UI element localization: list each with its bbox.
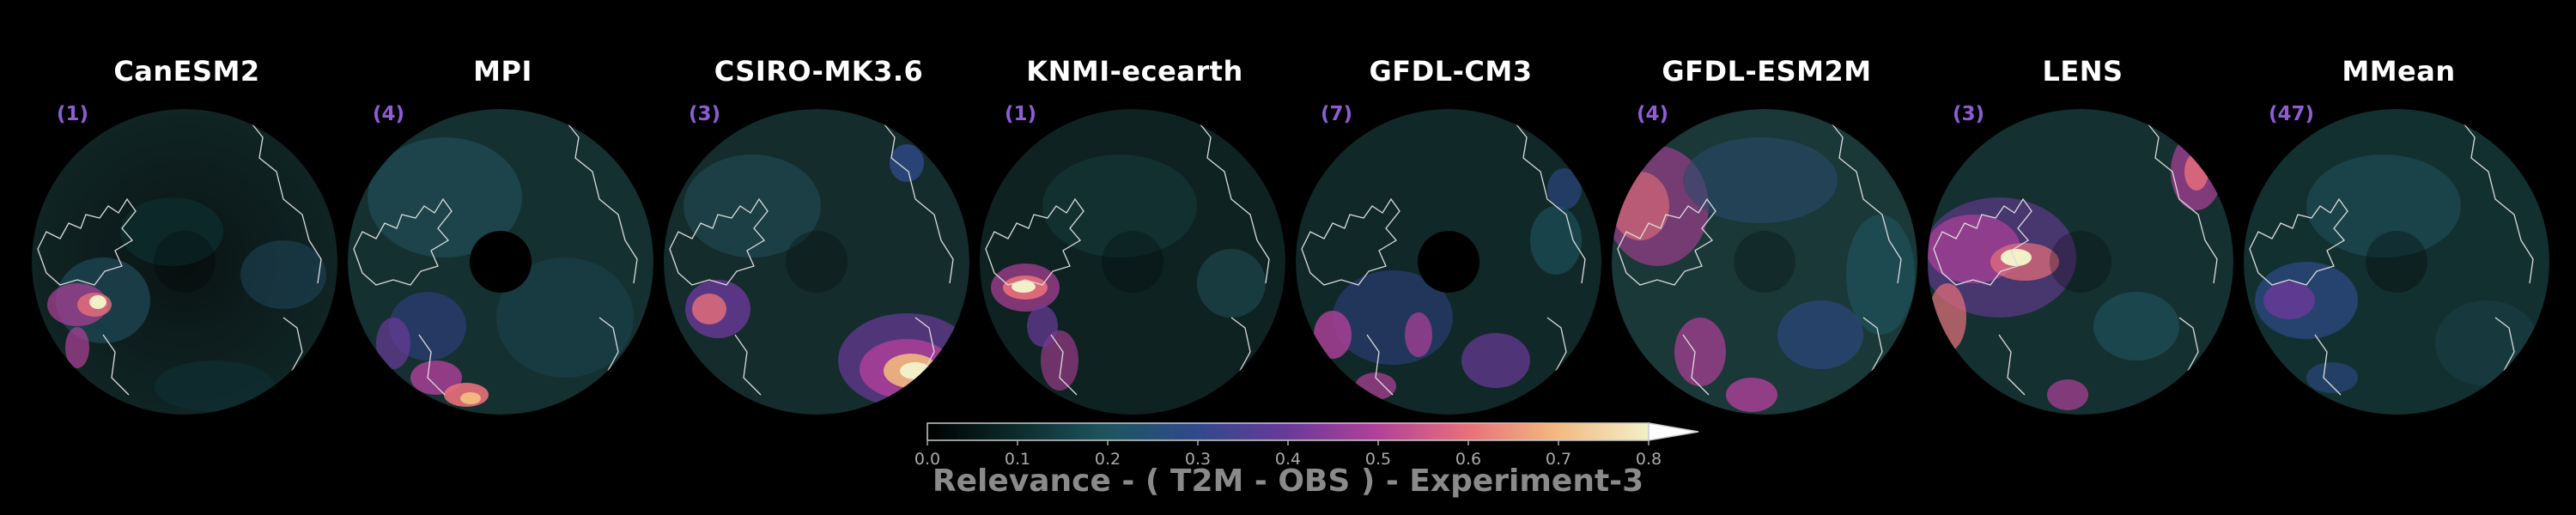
- panel-canesm2: CanESM2 (1): [26, 0, 348, 421]
- panel-lens: LENS (3): [1922, 0, 2244, 421]
- polar-map: [980, 109, 1285, 415]
- panel-title: KNMI-ecearth: [1026, 55, 1243, 88]
- colorbar-tick-label: 0.6: [1455, 450, 1481, 469]
- colorbar-tick-label: 0.2: [1095, 450, 1121, 469]
- panel-title: LENS: [2042, 55, 2123, 88]
- colorbar-gradient: [927, 422, 1649, 441]
- polar-map: [1612, 109, 1917, 415]
- panel-gfdl-cm3: GFDL-CM3 (7): [1290, 0, 1612, 421]
- colorbar-extend-arrow: [1648, 422, 1699, 441]
- colorbar-tick-label: 0.1: [1005, 450, 1030, 469]
- colorbar-tick-label: 0.4: [1275, 450, 1301, 469]
- panel-count: (1): [57, 103, 89, 125]
- panel-title: CanESM2: [113, 55, 260, 88]
- polar-map: [1928, 109, 2233, 415]
- polar-map: [2244, 109, 2549, 415]
- panel-title: GFDL-CM3: [1369, 55, 1533, 88]
- panel-count: (4): [1637, 103, 1669, 125]
- panel-gfdl-esm2m: GFDL-ESM2M (4): [1606, 0, 1928, 421]
- panel-title: CSIRO-MK3.6: [714, 55, 924, 88]
- colorbar-tick-label: 0.3: [1185, 450, 1211, 469]
- panel-count: (47): [2269, 103, 2315, 125]
- panel-count: (7): [1321, 103, 1353, 125]
- panel-mmean: MMean (47): [2238, 0, 2560, 421]
- panel-count: (3): [1953, 103, 1985, 125]
- colorbar-tick-label: 0.7: [1546, 450, 1571, 469]
- polar-map: [32, 109, 337, 415]
- colorbar-tick-label: 0.0: [914, 450, 940, 469]
- panel-mpi: MPI (4): [342, 0, 664, 421]
- colorbar-tick-label: 0.8: [1636, 450, 1662, 469]
- colorbar-ticks: 0.0 0.1 0.2 0.3 0.4 0.5 0.6 0.7 0.8: [914, 440, 1662, 469]
- colorbar-tick-label: 0.5: [1365, 450, 1391, 469]
- panel-title: GFDL-ESM2M: [1662, 55, 1872, 88]
- panel-count: (4): [373, 103, 405, 125]
- panel-title: MPI: [473, 55, 532, 88]
- polar-map: [1296, 109, 1601, 415]
- polar-map: [664, 109, 969, 415]
- figure-caption: Relevance - ( T2M - OBS ) - Experiment-3: [932, 464, 1644, 499]
- panel-knmi-ecearth: KNMI-ecearth (1): [974, 0, 1296, 421]
- panel-count: (3): [689, 103, 721, 125]
- panel-count: (1): [1005, 103, 1037, 125]
- panel-title: MMean: [2342, 55, 2456, 88]
- polar-map: [348, 109, 653, 415]
- panel-csiro-mk36: CSIRO-MK3.6 (3): [658, 0, 980, 421]
